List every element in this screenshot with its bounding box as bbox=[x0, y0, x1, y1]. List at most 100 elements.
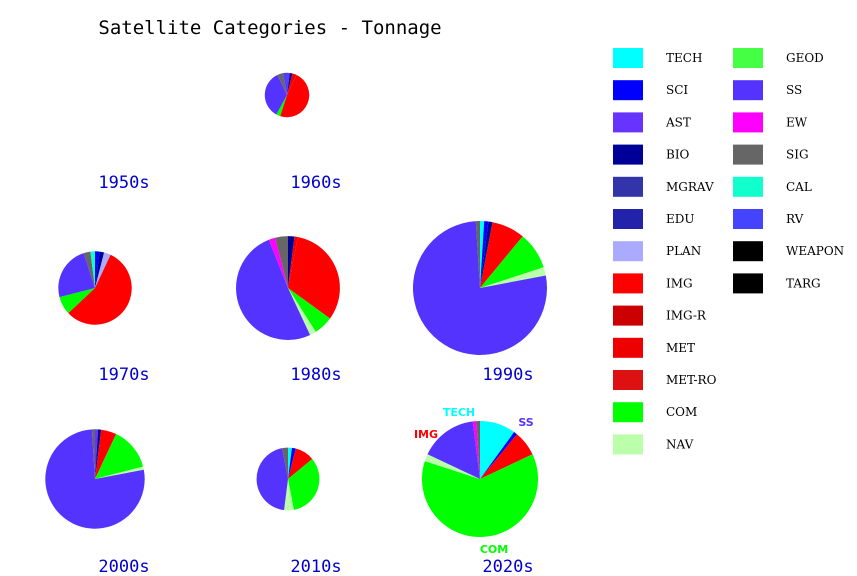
slice-1980s-sig bbox=[275, 236, 288, 288]
pie-2020s: 2020s bbox=[421, 420, 539, 576]
legend-swatch-met-ro bbox=[613, 370, 643, 390]
slice-1960s-met bbox=[287, 73, 297, 95]
legend-swatch-ew bbox=[733, 112, 763, 133]
legend-swatch-rv bbox=[733, 209, 763, 229]
slice-1990s-ss bbox=[412, 221, 547, 355]
pie-1960s: 1960s bbox=[264, 72, 342, 193]
slice-1960s-sig bbox=[277, 73, 287, 95]
legend-item-img: IMG bbox=[613, 273, 693, 294]
slice-1970s-bio bbox=[95, 251, 105, 288]
legend-item-bio: BIO bbox=[613, 144, 690, 165]
decade-label-2000s: 2000s bbox=[98, 557, 149, 576]
legend-label-rv: RV bbox=[786, 212, 804, 226]
legend-label-targ: TARG bbox=[786, 276, 821, 290]
legend-item-rv: RV bbox=[733, 209, 804, 229]
slice-1970s-sci bbox=[95, 251, 100, 288]
slice-1990s-com bbox=[480, 236, 544, 288]
slice-1960s-rv bbox=[282, 72, 287, 95]
slice-1980s-img bbox=[288, 237, 340, 319]
slice-2000s-bio bbox=[95, 429, 102, 479]
legend-swatch-cal bbox=[733, 176, 763, 197]
pie-2000s: 2000s bbox=[45, 429, 150, 576]
legend-label-mgrav: MGRAV bbox=[666, 180, 714, 194]
legend-item-sig: SIG bbox=[733, 144, 809, 165]
slice-1990s-bio bbox=[480, 221, 493, 288]
legend-label-edu: EDU bbox=[666, 212, 695, 226]
decade-label-1970s: 1970s bbox=[98, 365, 149, 385]
slice-1990s-tech bbox=[480, 220, 485, 288]
slice-1980s-ss bbox=[236, 239, 311, 340]
legend-item-ew: EW bbox=[733, 112, 808, 133]
legend-swatch-img-r bbox=[613, 305, 643, 326]
legend-label-weapon: WEAPON bbox=[786, 244, 844, 258]
slice-2020s-tech bbox=[480, 420, 515, 479]
legend-label-met: MET bbox=[666, 341, 695, 355]
pie-1980s: 1980s bbox=[236, 236, 342, 385]
legend-swatch-targ bbox=[733, 273, 763, 294]
legend-item-edu: EDU bbox=[613, 209, 695, 229]
decade-label-1980s: 1980s bbox=[290, 365, 341, 385]
decade-label-1960s: 1960s bbox=[290, 173, 341, 193]
legend-label-img-r: IMG-R bbox=[666, 309, 707, 323]
decade-label-2020s: 2020s bbox=[482, 557, 533, 576]
legend-item-plan: PLAN bbox=[613, 241, 701, 262]
legend-swatch-ss bbox=[733, 80, 763, 101]
slice-2010s-ss bbox=[256, 448, 288, 511]
slice-1990s-sci bbox=[480, 221, 489, 288]
slice-1970s-com bbox=[59, 288, 95, 314]
slice-1970s-cal bbox=[90, 251, 95, 288]
slice-2020s-nav bbox=[424, 454, 480, 479]
legend-swatch-sig bbox=[733, 144, 763, 165]
legend-item-cal: CAL bbox=[733, 176, 812, 197]
legend-label-sci: SCI bbox=[666, 83, 688, 97]
slice-1960s-com bbox=[276, 95, 287, 117]
legend-label-met-ro: MET-RO bbox=[666, 373, 717, 387]
legend-swatch-com bbox=[613, 402, 643, 423]
slice-2010s-tech bbox=[288, 447, 292, 479]
slice-1990s-img bbox=[480, 222, 523, 288]
slice-2000s-com bbox=[95, 434, 144, 479]
legend-label-ss: SS bbox=[786, 83, 802, 97]
slice-1990s-nav bbox=[480, 267, 546, 288]
legend-item-geod: GEOD bbox=[733, 48, 824, 68]
legend-item-ast: AST bbox=[613, 112, 691, 133]
legend-swatch-edu bbox=[613, 209, 643, 229]
slice-1960s-ss bbox=[264, 74, 287, 115]
slice-2010s-nav bbox=[284, 479, 294, 511]
slice-2000s-img bbox=[95, 429, 117, 479]
slice-1960s-ast bbox=[287, 72, 290, 95]
legend-label-nav: NAV bbox=[666, 437, 694, 451]
slice-1970s-ss bbox=[58, 253, 95, 298]
legend-item-met: MET bbox=[613, 337, 695, 358]
slice-1980s-bio bbox=[288, 236, 295, 288]
slice-2000s-sig bbox=[91, 429, 95, 479]
annotation-ss: SS bbox=[518, 416, 533, 429]
slice-2020s-ss bbox=[427, 421, 480, 479]
slice-2010s-img bbox=[288, 448, 313, 479]
legend-item-nav: NAV bbox=[613, 434, 694, 455]
legend-label-tech: TECH bbox=[666, 51, 702, 65]
slice-1980s-met bbox=[288, 236, 298, 288]
legend-swatch-met bbox=[613, 337, 643, 358]
annotation-img: IMG bbox=[414, 428, 438, 441]
slice-1980s-ew bbox=[268, 237, 288, 288]
slice-1960s-img bbox=[280, 74, 310, 118]
pie-2010s: 2010s bbox=[256, 447, 342, 576]
slice-1970s-plan bbox=[95, 252, 111, 288]
decade-label-2010s: 2010s bbox=[290, 557, 341, 576]
slice-1970s-img bbox=[68, 254, 132, 325]
slice-1970s-sig bbox=[83, 251, 95, 288]
slice-1980s-nav bbox=[288, 288, 316, 335]
legend-swatch-mgrav bbox=[613, 176, 643, 197]
chart-title: Satellite Categories - Tonnage bbox=[98, 17, 441, 39]
legend-swatch-img bbox=[613, 273, 643, 294]
legend-item-com: COM bbox=[613, 402, 697, 423]
annotations-2020s: TECH SS IMG COM bbox=[414, 406, 534, 556]
legend-label-sig: SIG bbox=[786, 148, 809, 162]
legend-label-bio: BIO bbox=[666, 148, 690, 162]
slice-1990s-sig bbox=[475, 220, 480, 288]
slice-2020s-ew bbox=[472, 421, 480, 479]
slice-1980s-com bbox=[288, 288, 330, 332]
legend-swatch-nav bbox=[613, 434, 643, 455]
